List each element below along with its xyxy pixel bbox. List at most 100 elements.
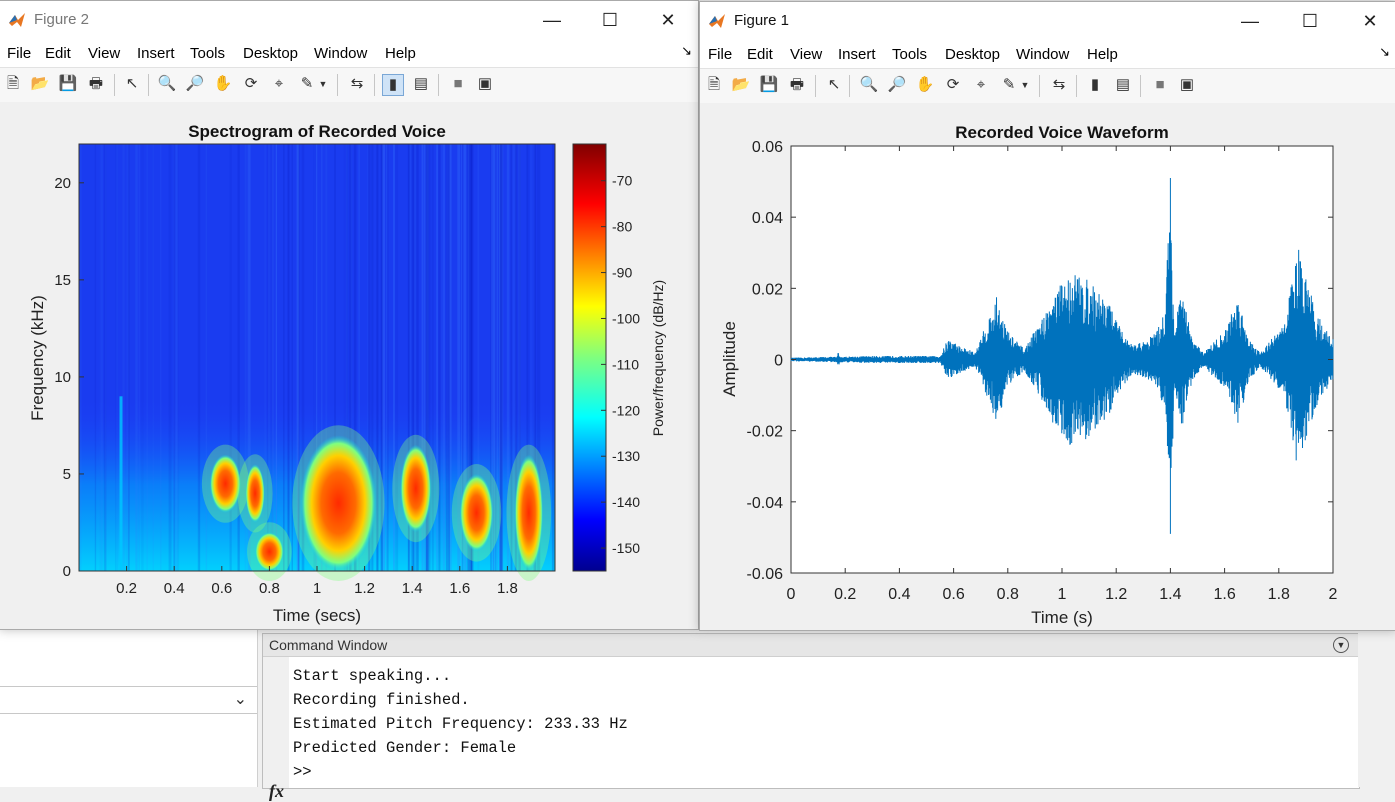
y-tick-label: -0.04: [747, 495, 784, 512]
menu-view[interactable]: View: [88, 45, 121, 62]
save-icon[interactable]: 💾: [759, 76, 779, 93]
spectrogram-stripe: [552, 144, 554, 571]
spectrogram-energy-regions: [201, 425, 552, 581]
colorbar-icon[interactable]: ▮: [1090, 76, 1100, 93]
command-prompt[interactable]: >>: [293, 763, 312, 781]
x-tick-label: 1.8: [1268, 586, 1290, 603]
figure1-title: Figure 1: [734, 12, 790, 29]
zoom-out-icon[interactable]: 🔎: [887, 76, 907, 93]
print-icon[interactable]: 🖶: [789, 76, 805, 93]
spectrogram-stripe: [229, 144, 232, 571]
data-cursor-icon[interactable]: ⌖: [976, 76, 986, 93]
pointer-icon[interactable]: ↖: [125, 75, 139, 92]
legend-icon[interactable]: ▤: [1115, 76, 1131, 93]
menu-insert[interactable]: Insert: [838, 46, 876, 63]
menu-window[interactable]: Window: [1016, 46, 1070, 63]
menu-help[interactable]: Help: [385, 45, 416, 62]
spectrogram-plot[interactable]: [78, 143, 556, 581]
command-window[interactable]: Command Window ▼ fx Start speaking... Re…: [262, 633, 1360, 801]
menu-edit[interactable]: Edit: [747, 46, 773, 63]
menu-edit[interactable]: Edit: [45, 45, 71, 62]
y-tick-label: 0: [774, 353, 783, 370]
x-tick-label: 0.6: [211, 580, 232, 597]
x-tick-label: 0.2: [116, 580, 137, 597]
spectrogram-stripe: [301, 144, 305, 571]
menu-file[interactable]: File: [7, 45, 32, 62]
link-plot-icon[interactable]: ⇆: [350, 75, 364, 92]
y-tick-label: 5: [63, 466, 71, 483]
link-plot-icon[interactable]: ⇆: [1052, 76, 1066, 93]
rotate-icon[interactable]: ⟳: [946, 76, 960, 93]
save-icon[interactable]: 💾: [58, 75, 78, 92]
zoom-in-icon[interactable]: 🔍: [157, 75, 177, 92]
x-tick-label: 2: [1329, 586, 1338, 603]
menu-desktop[interactable]: Desktop: [243, 45, 299, 62]
panel-menu-icon[interactable]: ▼: [1333, 637, 1349, 653]
spectrogram-stripe: [393, 144, 395, 571]
figure2-titlebar: Figure 2 — ☐ ✕: [0, 1, 698, 39]
legend-icon[interactable]: ▤: [413, 75, 429, 92]
waveform-plot[interactable]: [790, 145, 1334, 574]
spectrogram-region: [245, 464, 265, 523]
spectrogram-stripes: [79, 144, 555, 571]
x-tick-label: 1.6: [1213, 586, 1235, 603]
spectrogram-stripe: [462, 144, 464, 571]
spectrogram-stripe: [425, 144, 428, 571]
brush-icon[interactable]: ✎: [1002, 76, 1016, 93]
menu-help[interactable]: Help: [1087, 46, 1118, 63]
new-figure-icon[interactable]: 🗎: [707, 76, 721, 93]
output-line: Recording finished.: [293, 691, 470, 709]
menu-tools[interactable]: Tools: [892, 46, 928, 63]
brush-icon[interactable]: ✎: [300, 75, 314, 92]
spectrogram-stripe: [426, 144, 429, 571]
zoom-out-icon[interactable]: 🔎: [185, 75, 205, 92]
chevron-down-icon[interactable]: ⌄: [233, 691, 247, 708]
zoom-in-icon[interactable]: 🔍: [859, 76, 879, 93]
undock-icon[interactable]: ↘: [1379, 44, 1390, 59]
rotate-icon[interactable]: ⟳: [244, 75, 258, 92]
menu-tools[interactable]: Tools: [190, 45, 226, 62]
spectrogram-stripe: [272, 144, 274, 571]
menu-window[interactable]: Window: [314, 45, 368, 62]
minimize-button[interactable]: —: [1241, 11, 1259, 31]
toolbar-separator: [114, 74, 115, 96]
open-file-icon[interactable]: 📂: [30, 75, 50, 92]
workspace-dropdown-row[interactable]: ⌄: [0, 686, 257, 714]
hide-plot-tools-icon[interactable]: ■: [1155, 76, 1165, 93]
colorbar[interactable]: [572, 143, 607, 572]
pointer-icon[interactable]: ↖: [827, 76, 841, 93]
menu-file[interactable]: File: [708, 46, 733, 63]
menu-insert[interactable]: Insert: [137, 45, 175, 62]
show-plot-tools-icon[interactable]: ▣: [477, 75, 493, 92]
close-button[interactable]: ✕: [660, 10, 676, 30]
spectrogram-stripe: [457, 144, 461, 571]
brush-dropdown-icon[interactable]: ▼: [318, 79, 328, 89]
brush-dropdown-icon[interactable]: ▼: [1020, 80, 1030, 90]
x-tick-label: 1.6: [449, 580, 470, 597]
close-button[interactable]: ✕: [1362, 11, 1378, 31]
minimize-button[interactable]: —: [543, 10, 561, 30]
pan-icon[interactable]: ✋: [213, 75, 233, 92]
spectrogram-ylabel: Frequency (kHz): [28, 295, 47, 421]
maximize-button[interactable]: ☐: [601, 10, 619, 30]
data-cursor-icon[interactable]: ⌖: [274, 75, 284, 92]
menu-desktop[interactable]: Desktop: [945, 46, 1001, 63]
spectrogram-stripe: [126, 144, 130, 571]
x-tick-label: 1.2: [1105, 586, 1127, 603]
hide-plot-tools-icon[interactable]: ■: [453, 75, 463, 92]
pan-icon[interactable]: ✋: [915, 76, 935, 93]
open-file-icon[interactable]: 📂: [731, 76, 751, 93]
spectrogram-stripe: [506, 144, 510, 571]
colorbar-icon[interactable]: ▮: [382, 74, 404, 96]
undock-icon[interactable]: ↘: [681, 43, 692, 58]
menu-view[interactable]: View: [790, 46, 823, 63]
spectrogram-stripe: [175, 144, 178, 571]
command-gutter: fx: [263, 657, 289, 801]
fx-icon[interactable]: fx: [269, 781, 284, 801]
spectrogram-stripe: [264, 144, 266, 571]
maximize-button[interactable]: ☐: [1301, 11, 1319, 31]
toolbar-separator: [438, 74, 439, 96]
print-icon[interactable]: 🖶: [88, 75, 104, 92]
show-plot-tools-icon[interactable]: ▣: [1179, 76, 1195, 93]
new-figure-icon[interactable]: 🗎: [6, 75, 20, 92]
